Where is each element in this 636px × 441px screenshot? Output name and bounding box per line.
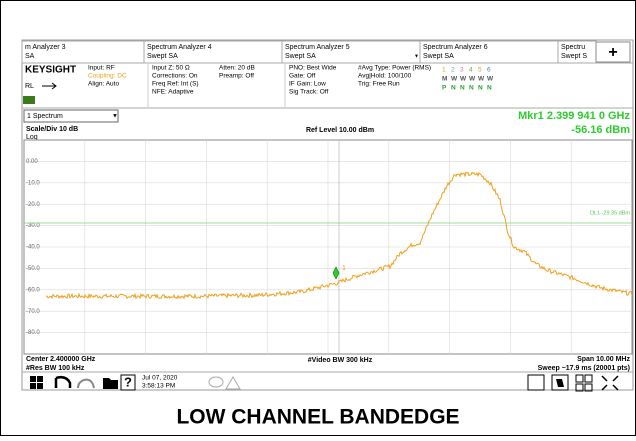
marker[interactable] bbox=[332, 266, 340, 280]
marker-button[interactable] bbox=[527, 374, 545, 391]
trace-indicator: W bbox=[460, 76, 467, 83]
y-tick-label: -50.0 bbox=[26, 266, 40, 272]
res-bw: #Res BW 100 kHz bbox=[26, 365, 85, 372]
marker-frequency: Mkr1 2.399 941 0 GHz bbox=[518, 110, 630, 122]
y-tick-label: -60.0 bbox=[26, 287, 40, 293]
setting: Avg|Hold: 100/100 bbox=[358, 73, 412, 80]
help-button[interactable] bbox=[120, 374, 136, 391]
trace bbox=[45, 171, 633, 300]
setting: Atten: 20 dB bbox=[219, 65, 255, 72]
touch-icon bbox=[556, 379, 564, 387]
setting: Freq Ref: Int (S) bbox=[152, 81, 199, 88]
help-icon: ? bbox=[124, 374, 132, 389]
trace-indicator: W bbox=[487, 76, 494, 83]
tab-title[interactable]: Spectrum Analyzer 5 bbox=[285, 44, 350, 51]
setting: Align: Auto bbox=[88, 81, 119, 88]
ref-level: Ref Level 10.00 dBm bbox=[306, 127, 374, 134]
warning-icon[interactable] bbox=[225, 376, 241, 390]
trace-indicator: 2 bbox=[451, 67, 455, 74]
setting: Corrections: On bbox=[152, 73, 198, 80]
trace-indicator: N bbox=[451, 85, 456, 92]
trace-indicator: 4 bbox=[469, 67, 473, 74]
chat-icon[interactable] bbox=[208, 376, 224, 388]
tab-subtitle[interactable]: Swept SA bbox=[147, 53, 178, 60]
trace-indicator: N bbox=[478, 85, 483, 92]
tab-title[interactable]: m Analyzer 3 bbox=[25, 44, 66, 51]
file-button[interactable] bbox=[103, 378, 118, 389]
trace-indicator: N bbox=[469, 85, 474, 92]
trace-indicator: 1 bbox=[442, 67, 446, 74]
setting: PNO: Best Wide bbox=[289, 65, 337, 72]
start-button[interactable] bbox=[30, 376, 43, 389]
span: Span 10.00 MHz bbox=[577, 356, 630, 363]
setting: Trig: Free Run bbox=[358, 81, 400, 88]
taskbar: ? Jul 07, 2020 3:58:13 PM bbox=[30, 374, 619, 392]
log-label: Log bbox=[26, 134, 38, 141]
setting: Preamp: Off bbox=[219, 73, 254, 80]
trace-indicator: W bbox=[478, 76, 485, 83]
time: 3:58:13 PM bbox=[142, 383, 175, 390]
sweep: Sweep ~17.9 ms (20001 pts) bbox=[538, 365, 630, 372]
y-tick-label: 0.00 bbox=[26, 159, 38, 165]
scale: Scale/Div 10 dB bbox=[26, 126, 78, 133]
date: Jul 07, 2020 bbox=[142, 375, 178, 382]
window-select[interactable] bbox=[23, 109, 119, 123]
setting: IF Gain: Low bbox=[289, 81, 326, 88]
window-label[interactable]: 1 Spectrum bbox=[27, 113, 63, 120]
tab-title[interactable]: Spectrum Analyzer 4 bbox=[147, 44, 212, 51]
trace-indicator: N bbox=[487, 85, 492, 92]
trace-indicator: W bbox=[469, 76, 476, 83]
setting: Sig Track: Off bbox=[289, 89, 328, 96]
setting: Input: RF bbox=[88, 65, 115, 72]
y-tick-label: -80.0 bbox=[26, 330, 40, 336]
tab-title[interactable]: Spectru bbox=[561, 44, 585, 51]
arrow-icon bbox=[42, 82, 57, 90]
video-bw: #Video BW 300 kHz bbox=[308, 357, 373, 364]
y-tick-label: -70.0 bbox=[26, 309, 40, 315]
marker-tag: 1 bbox=[342, 265, 346, 272]
setting: NFE: Adaptive bbox=[152, 89, 194, 96]
y-tick-label: -30.0 bbox=[26, 223, 40, 229]
status-icon bbox=[23, 96, 35, 104]
tab-subtitle[interactable]: Swept S bbox=[561, 53, 587, 60]
fullscreen-button[interactable] bbox=[601, 375, 619, 391]
caption: LOW CHANNEL BANDEDGE bbox=[176, 406, 459, 429]
trace-indicator: W bbox=[451, 76, 458, 83]
marker-level: -56.16 dBm bbox=[571, 124, 630, 136]
trace-indicator: M bbox=[442, 76, 447, 83]
center-freq: Center 2.400000 GHz bbox=[26, 356, 96, 363]
y-tick-label: -20.0 bbox=[26, 202, 40, 208]
y-tick-label: -10.0 bbox=[26, 180, 40, 186]
tab-subtitle[interactable]: Swept SA bbox=[423, 53, 454, 60]
setting: Gate: Off bbox=[289, 73, 315, 80]
add-tab[interactable]: + bbox=[608, 44, 617, 61]
undo-button[interactable] bbox=[54, 375, 72, 388]
layout-button[interactable] bbox=[575, 374, 593, 392]
dropdown-arrow: ▼ bbox=[112, 114, 118, 120]
display-line-label: DL1 -29.35 dBm bbox=[590, 210, 630, 216]
redo-button[interactable] bbox=[77, 378, 95, 389]
tab-subtitle[interactable]: SA bbox=[25, 53, 35, 60]
add-tab-button[interactable] bbox=[595, 41, 631, 63]
rl: RL bbox=[25, 83, 34, 90]
trace-indicator: N bbox=[460, 85, 465, 92]
tab-subtitle[interactable]: Swept SA bbox=[285, 53, 316, 60]
trace-indicator: 5 bbox=[478, 67, 482, 74]
trace-indicator: 6 bbox=[487, 67, 491, 74]
trace-indicator: 3 bbox=[460, 67, 464, 74]
setting: #Avg Type: Power (RMS) bbox=[358, 65, 431, 72]
tab-title[interactable]: Spectrum Analyzer 6 bbox=[423, 44, 488, 51]
setting: Input Z: 50 Ω bbox=[152, 65, 190, 72]
y-tick-label: -40.0 bbox=[26, 245, 40, 251]
brand: KEYSIGHT bbox=[25, 65, 76, 76]
trace-indicator: P bbox=[442, 85, 447, 92]
tab-arrow: ▼ bbox=[414, 53, 419, 59]
setting: Coupling: DC bbox=[88, 73, 127, 80]
